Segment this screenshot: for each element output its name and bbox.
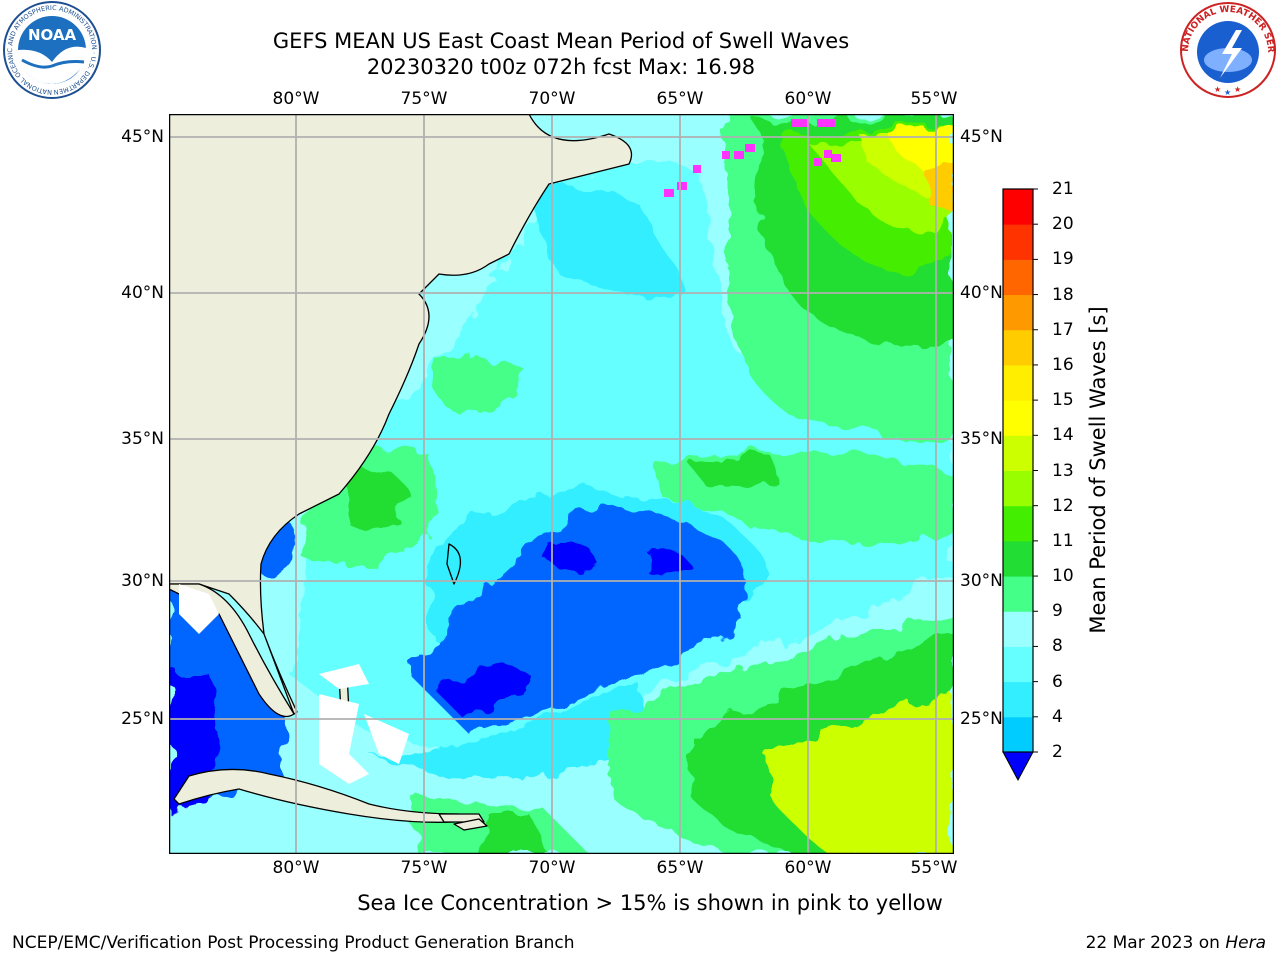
lon-tick-top: 70°W — [528, 89, 576, 109]
shallow-banks — [179, 584, 409, 784]
noaa-logo-text: NOAA — [28, 26, 77, 44]
chart-title: GEFS MEAN US East Coast Mean Period of S… — [272, 29, 850, 53]
colorbar-label: 21 — [1052, 179, 1074, 199]
nws-logo: NATIONAL WEATHER SERVICE ★ ★ ★ — [1176, 0, 1276, 98]
colorbar-label: 12 — [1052, 495, 1074, 516]
svg-text:★: ★ — [1224, 88, 1231, 97]
colorbar-band — [1003, 294, 1033, 331]
colorbar-label: 17 — [1052, 319, 1074, 340]
colorbar-band — [1003, 329, 1033, 366]
lat-tick-right: 40°N — [960, 283, 1003, 303]
credit-text: NCEP/EMC/Verification Post Processing Pr… — [12, 933, 575, 953]
lat-tick-right: 30°N — [960, 571, 1003, 591]
colorbar-label: 6 — [1052, 671, 1063, 692]
colorbar-label: 4 — [1052, 706, 1063, 727]
colorbar-bands — [1003, 189, 1033, 753]
colorbar-band — [1003, 576, 1033, 612]
colorbar-ticks — [1033, 188, 1038, 753]
lat-tick-left: 25°N — [121, 709, 164, 729]
colorbar-band — [1003, 435, 1033, 471]
graticule — [169, 114, 954, 854]
colorbar — [1002, 188, 1038, 782]
lon-tick-bottom: 70°W — [528, 858, 576, 878]
colorbar-band — [1003, 646, 1033, 683]
colorbar-band — [1003, 259, 1033, 296]
colorbar-label: 15 — [1052, 390, 1074, 411]
lon-tick-top: 55°W — [910, 89, 958, 109]
colorbar-label: 10 — [1052, 566, 1074, 587]
svg-text:★: ★ — [1214, 85, 1221, 94]
colorbar-label: 19 — [1052, 249, 1074, 270]
noaa-logo: NATIONAL OCEANIC AND ATMOSPHERIC ADMINIS… — [0, 0, 101, 99]
lon-tick-top: 75°W — [400, 89, 448, 109]
date-stamp: 22 Mar 2023 on Hera — [1086, 933, 1266, 953]
lon-tick-bottom: 75°W — [400, 858, 448, 878]
colorbar-band — [1003, 364, 1033, 401]
lat-tick-right: 35°N — [960, 429, 1003, 449]
map-frame — [169, 114, 954, 854]
colorbar-band — [1003, 681, 1033, 718]
date-text: 22 Mar 2023 on — [1085, 933, 1220, 953]
colorbar-band — [1003, 400, 1033, 436]
lat-tick-left: 40°N — [121, 283, 164, 303]
colorbar-label: 16 — [1052, 354, 1074, 375]
chart-subtitle: 20230320 t00z 072h fcst Max: 16.98 — [366, 55, 756, 79]
colorbar-band — [1003, 611, 1033, 647]
lon-tick-top: 80°W — [272, 89, 320, 109]
colorbar-label: 8 — [1052, 636, 1063, 657]
lon-tick-bottom: 60°W — [784, 858, 832, 878]
svg-text:★: ★ — [1234, 85, 1241, 94]
colorbar-band — [1003, 224, 1033, 260]
colorbar-label: 9 — [1052, 601, 1063, 622]
colorbar-band — [1003, 470, 1033, 507]
lat-tick-left: 35°N — [121, 429, 164, 449]
colorbar-band — [1003, 716, 1033, 753]
colorbar-label: 20 — [1052, 214, 1074, 235]
colorbar-band — [1003, 505, 1033, 542]
sea-ice — [664, 119, 841, 197]
colorbar-label: 13 — [1052, 460, 1074, 481]
colorbar-label: 14 — [1052, 425, 1074, 446]
sea-ice-caption: Sea Ice Concentration > 15% is shown in … — [357, 891, 943, 915]
lat-tick-right: 45°N — [960, 127, 1003, 147]
lon-tick-top: 60°W — [784, 89, 832, 109]
colorbar-label: 11 — [1052, 530, 1074, 551]
colorbar-label: 2 — [1052, 742, 1063, 762]
colorbar-label: 18 — [1052, 284, 1074, 305]
lat-tick-right: 25°N — [960, 709, 1003, 729]
colorbar-title-text: Mean Period of Swell Waves [s] — [1086, 306, 1110, 634]
host-name: Hera — [1225, 933, 1266, 953]
colorbar-band — [1003, 540, 1033, 577]
lon-tick-top: 65°W — [656, 89, 704, 109]
swell-period-map — [169, 114, 954, 854]
colorbar-band — [1003, 189, 1033, 225]
lat-tick-left: 45°N — [121, 127, 164, 147]
lat-tick-left: 30°N — [121, 571, 164, 591]
lon-tick-bottom: 80°W — [272, 858, 320, 878]
lon-tick-bottom: 55°W — [910, 858, 958, 878]
lon-tick-bottom: 65°W — [656, 858, 704, 878]
colorbar-under-triangle — [1002, 751, 1034, 782]
